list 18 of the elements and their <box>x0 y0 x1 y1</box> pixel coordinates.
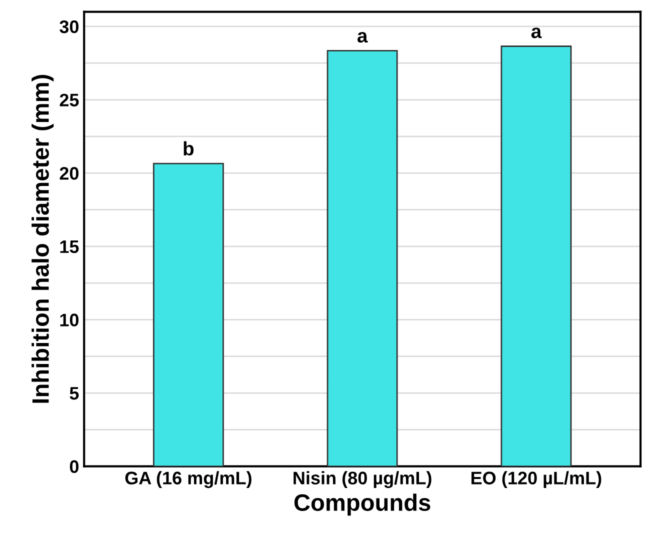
annotation: a <box>357 32 368 43</box>
y-tick-label: 20 <box>60 167 79 180</box>
bar <box>500 46 572 466</box>
y-tick-label: 10 <box>60 314 79 326</box>
annotation: b <box>184 141 194 156</box>
bar <box>326 50 398 466</box>
bar <box>152 162 224 466</box>
x-tick-label: GA (16 mg/mL) <box>125 471 252 488</box>
y-tick-label: 5 <box>70 387 79 400</box>
annotation: a <box>531 28 542 38</box>
y-tick-label: 25 <box>60 94 79 106</box>
y-axis-title: Inhibition halo diameter (mm) <box>32 74 54 403</box>
x-tick-label: EO (120 µL/mL) <box>472 471 602 488</box>
y-tick-label: 15 <box>60 240 79 254</box>
y-tick-label: 30 <box>60 20 79 34</box>
x-axis-title: Compounds <box>294 494 430 516</box>
x-tick-label: Nisin (80 µg/mL) <box>294 471 432 488</box>
y-tick-label: 0 <box>70 460 79 474</box>
